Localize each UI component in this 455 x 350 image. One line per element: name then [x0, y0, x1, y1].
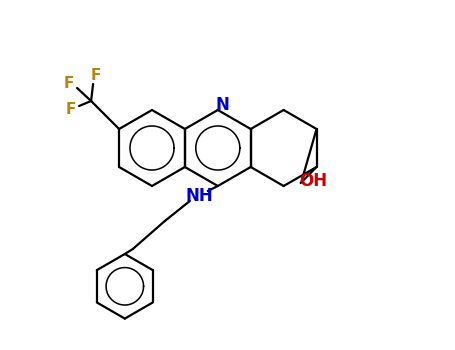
Text: NH: NH — [186, 187, 214, 205]
Text: OH: OH — [299, 172, 328, 190]
Text: N: N — [216, 96, 230, 114]
Text: F: F — [91, 69, 101, 84]
Text: F: F — [66, 102, 76, 117]
Text: F: F — [64, 76, 74, 91]
